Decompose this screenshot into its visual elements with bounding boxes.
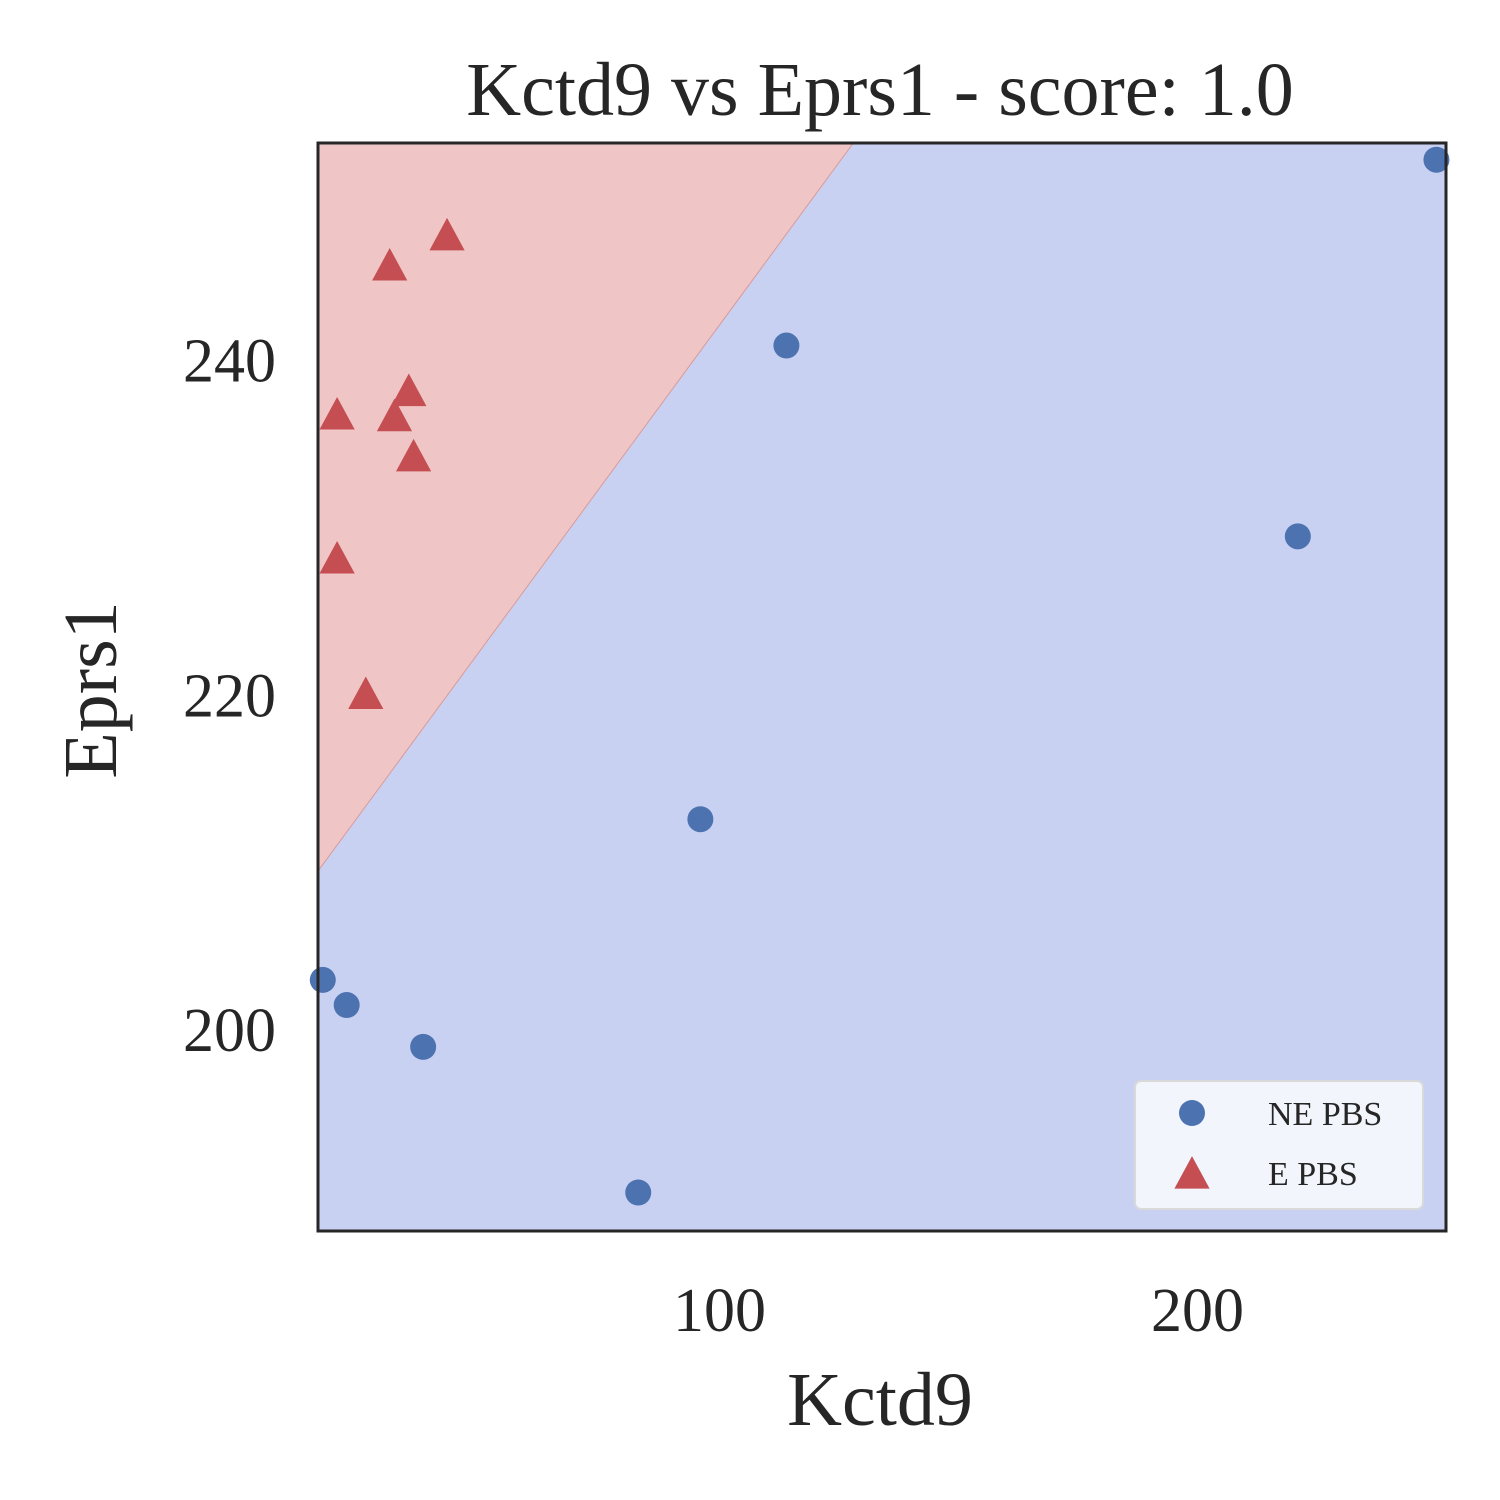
point-e-pbs	[429, 217, 465, 251]
y-tick-label: 200	[183, 997, 276, 1065]
point-ne-pbs	[625, 1179, 652, 1206]
point-e-pbs	[391, 373, 427, 407]
legend-label: NE PBS	[1268, 1096, 1382, 1133]
point-e-pbs	[372, 248, 408, 281]
x-axis-ticks: 100 200	[673, 1277, 1244, 1345]
point-ne-pbs	[309, 966, 336, 993]
point-e-pbs	[319, 396, 355, 430]
legend: NE PBS E PBS	[1134, 1080, 1424, 1210]
y-tick-label: 220	[183, 662, 276, 730]
point-ne-pbs	[1284, 523, 1311, 550]
point-ne-pbs	[687, 806, 714, 833]
legend-box	[1134, 1080, 1424, 1210]
plot-frame	[316, 141, 1448, 1233]
legend-marker-e-pbs	[1174, 1156, 1210, 1189]
decision-boundary-line	[318, 143, 854, 872]
x-axis-label: Kctd9	[787, 1358, 973, 1442]
point-ne-pbs	[1423, 146, 1450, 173]
y-tick-label: 240	[183, 328, 276, 396]
point-e-pbs	[319, 540, 355, 574]
y-axis-label: Eprs1	[49, 601, 133, 778]
legend-marker-ne-pbs	[1179, 1100, 1205, 1126]
point-ne-pbs	[773, 332, 800, 359]
point-ne-pbs	[410, 1033, 437, 1060]
x-tick-label: 100	[673, 1277, 766, 1345]
decision-regions	[318, 143, 1446, 1231]
point-e-pbs	[395, 438, 432, 472]
point-e-pbs	[376, 398, 413, 432]
x-tick-label: 200	[1151, 1277, 1244, 1345]
point-ne-pbs	[333, 992, 360, 1019]
chart-title: Kctd9 vs Eprs1 - score: 1.0	[466, 48, 1293, 132]
data-points	[309, 146, 1450, 1206]
y-axis-ticks: 200 220 240	[183, 328, 276, 1066]
legend-label: E PBS	[1268, 1156, 1358, 1193]
point-e-pbs	[348, 676, 384, 710]
